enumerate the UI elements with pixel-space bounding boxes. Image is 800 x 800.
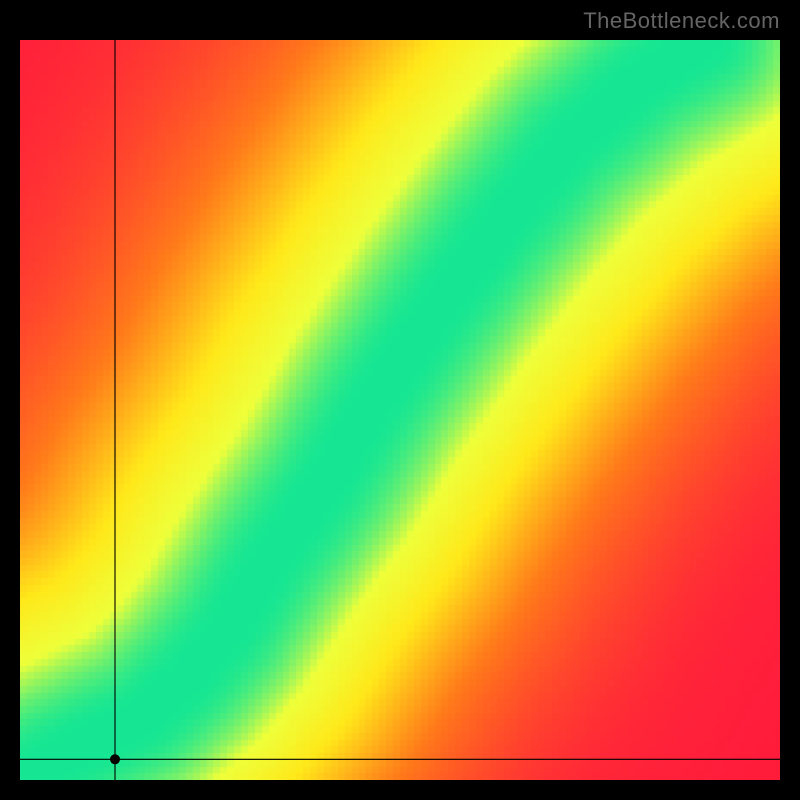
bottleneck-heatmap bbox=[20, 40, 780, 780]
attribution-text: TheBottleneck.com bbox=[583, 8, 780, 34]
heatmap-canvas bbox=[20, 40, 780, 780]
